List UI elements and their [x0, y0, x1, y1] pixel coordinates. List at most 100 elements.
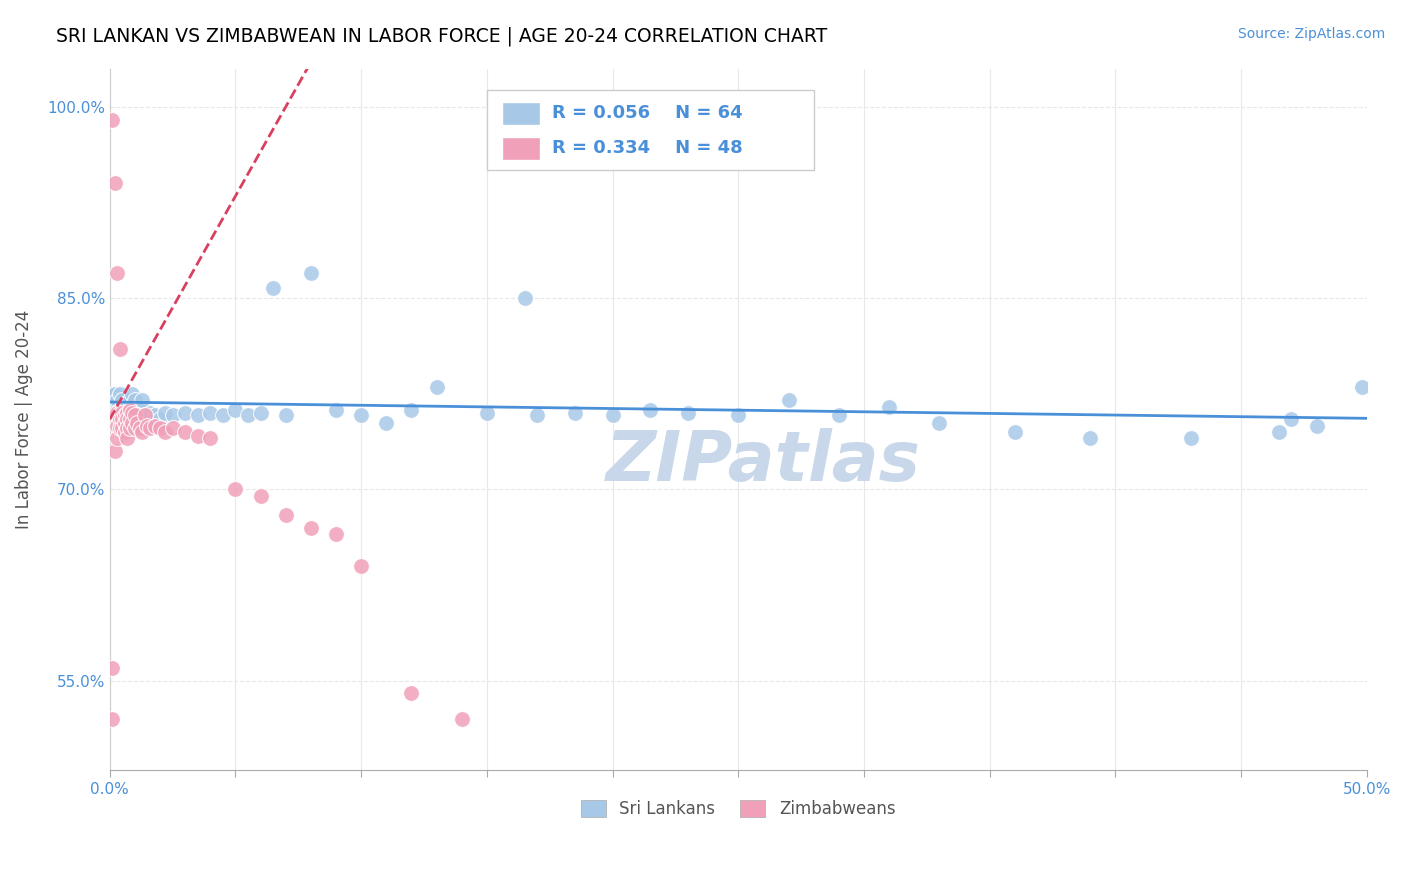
Text: R = 0.334    N = 48: R = 0.334 N = 48 — [553, 139, 742, 158]
Point — [117, 406, 139, 420]
Point — [526, 409, 548, 423]
Point — [325, 403, 347, 417]
Point — [108, 406, 131, 420]
Point — [134, 409, 156, 423]
Point — [475, 406, 498, 420]
Point — [105, 266, 128, 280]
Point — [131, 425, 153, 439]
Point — [1004, 425, 1026, 439]
Point — [105, 400, 128, 414]
Text: Source: ZipAtlas.com: Source: ZipAtlas.com — [1237, 27, 1385, 41]
Point — [118, 421, 141, 435]
Point — [111, 393, 134, 408]
Point — [111, 412, 134, 426]
Point — [350, 558, 373, 573]
Point — [401, 686, 423, 700]
Point — [299, 521, 322, 535]
Point — [104, 177, 127, 191]
FancyBboxPatch shape — [486, 89, 814, 170]
Point — [513, 291, 536, 305]
Point — [117, 395, 139, 409]
Point — [224, 483, 246, 497]
Point — [118, 393, 141, 408]
Point — [1078, 431, 1101, 445]
Point — [111, 400, 134, 414]
Point — [101, 393, 124, 408]
Point — [108, 412, 131, 426]
Point — [127, 409, 149, 423]
Point — [127, 416, 149, 430]
Point — [640, 403, 662, 417]
Point — [114, 409, 136, 423]
Point — [118, 412, 141, 426]
Point — [564, 406, 586, 420]
Point — [928, 416, 950, 430]
Point — [249, 406, 271, 420]
Point — [121, 406, 143, 420]
Point — [124, 409, 146, 423]
Point — [224, 403, 246, 417]
Point — [153, 425, 176, 439]
Point — [105, 418, 128, 433]
Point — [104, 386, 127, 401]
Point — [828, 409, 851, 423]
Point — [1180, 431, 1202, 445]
Bar — [502, 103, 540, 125]
Point — [124, 403, 146, 417]
Point — [200, 431, 222, 445]
Point — [136, 418, 159, 433]
Point — [274, 409, 297, 423]
Point — [877, 400, 900, 414]
Point — [149, 421, 172, 435]
Point — [727, 409, 749, 423]
Y-axis label: In Labor Force | Age 20-24: In Labor Force | Age 20-24 — [15, 310, 32, 529]
Point — [1268, 425, 1291, 439]
Point — [101, 386, 124, 401]
Point — [212, 409, 235, 423]
Point — [104, 406, 127, 420]
Point — [401, 403, 423, 417]
Point — [108, 386, 131, 401]
Point — [236, 409, 259, 423]
Legend: Sri Lankans, Zimbabweans: Sri Lankans, Zimbabweans — [575, 793, 903, 825]
Point — [1351, 380, 1374, 394]
Point — [118, 406, 141, 420]
Point — [426, 380, 449, 394]
Point — [350, 409, 373, 423]
Point — [108, 421, 131, 435]
Bar — [502, 137, 540, 160]
Point — [139, 421, 162, 435]
Point — [117, 406, 139, 420]
Point — [124, 421, 146, 435]
Point — [121, 386, 143, 401]
Point — [114, 412, 136, 426]
Point — [105, 393, 128, 408]
Point — [249, 489, 271, 503]
Point — [375, 416, 398, 430]
Point — [174, 406, 197, 420]
Point — [450, 712, 472, 726]
Point — [124, 393, 146, 408]
Point — [104, 406, 127, 420]
Point — [262, 281, 284, 295]
Point — [105, 431, 128, 445]
Point — [117, 421, 139, 435]
Point — [111, 406, 134, 420]
Point — [676, 406, 699, 420]
Point — [274, 508, 297, 522]
Point — [162, 421, 184, 435]
Point — [187, 429, 209, 443]
Point — [200, 406, 222, 420]
Point — [136, 412, 159, 426]
Point — [139, 406, 162, 420]
Point — [299, 266, 322, 280]
Point — [149, 412, 172, 426]
Point — [602, 409, 624, 423]
Point — [153, 406, 176, 420]
Point — [1305, 418, 1327, 433]
Point — [114, 403, 136, 417]
Point — [114, 425, 136, 439]
Point — [117, 412, 139, 426]
Point — [134, 409, 156, 423]
Text: R = 0.056    N = 64: R = 0.056 N = 64 — [553, 104, 742, 122]
